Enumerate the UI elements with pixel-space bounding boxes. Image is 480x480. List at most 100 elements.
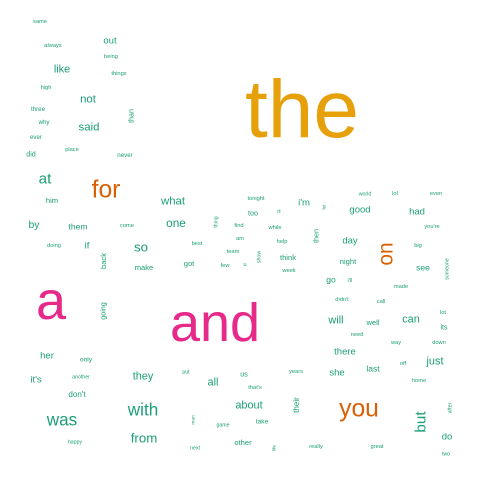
word-got: got <box>183 259 195 269</box>
word-place: place <box>65 147 79 154</box>
word-you: you <box>339 395 379 423</box>
word-two: two <box>441 451 451 458</box>
word-back: back <box>99 252 109 270</box>
word-never: never <box>117 151 133 159</box>
word-if: if <box>84 240 90 252</box>
word-not: not <box>80 93 96 106</box>
word-i-m: i'm <box>298 197 310 209</box>
word-find: find <box>234 223 244 230</box>
word-will: will <box>328 314 344 327</box>
word-but: but <box>412 411 430 433</box>
word-by: by <box>28 219 40 231</box>
word-just: just <box>426 355 444 368</box>
word-three: three <box>30 105 46 113</box>
word-another: another <box>72 374 90 381</box>
word-while: while <box>268 225 282 232</box>
word-think: think <box>279 253 297 263</box>
word-about: about <box>235 399 263 412</box>
word-out: out <box>103 35 117 47</box>
word-what: what <box>160 195 186 208</box>
word-had: had <box>409 206 425 218</box>
word-do: do <box>441 431 453 443</box>
word-way: way <box>390 340 402 347</box>
word-let: let <box>322 204 328 210</box>
word-lot: lot <box>439 310 447 317</box>
word-need: need <box>350 332 364 339</box>
word-best: best <box>191 241 203 248</box>
word-next: next <box>190 445 200 452</box>
word-make: make <box>134 263 154 273</box>
word-home: home <box>411 378 427 385</box>
word-game: game <box>216 422 230 429</box>
word-thing: thing <box>213 216 220 228</box>
word-from: from <box>130 430 158 446</box>
word-come: come <box>120 223 134 230</box>
word-always: always <box>44 43 62 50</box>
word-off: off <box>399 361 407 368</box>
word-go: go <box>326 274 336 285</box>
word-after: after <box>447 402 454 414</box>
word-lol: lol <box>392 191 398 198</box>
word-it-s: it's <box>30 374 42 386</box>
word-too: too <box>248 209 258 218</box>
word-there: there <box>334 346 356 358</box>
word-was: was <box>46 410 78 430</box>
word-ever: ever <box>30 133 42 141</box>
word-am: am <box>236 236 244 243</box>
word-world: world <box>358 191 372 198</box>
word-her: her <box>40 350 54 362</box>
word-only: only <box>79 356 93 364</box>
word-they: they <box>132 370 154 383</box>
word-big: big <box>414 243 422 250</box>
word-one: one <box>166 216 186 231</box>
word-years: years <box>289 369 303 376</box>
word-don-t: don't <box>68 389 86 399</box>
word-them: them <box>68 221 88 232</box>
word-like: like <box>53 63 71 76</box>
word-call: call <box>376 299 386 306</box>
word-why: why <box>38 118 50 126</box>
word-last: last <box>366 363 380 374</box>
word-can: can <box>402 313 420 326</box>
word-see: see <box>416 262 430 273</box>
word-things: things <box>111 71 127 78</box>
word-us: us <box>240 370 248 379</box>
word-that-s: that's <box>248 385 262 392</box>
word-rt: rt <box>277 209 281 216</box>
word-i-ll: i'll <box>347 278 353 285</box>
word-man: man <box>191 415 197 425</box>
word-week: week <box>282 268 296 275</box>
word-tonight: tonight <box>247 196 265 203</box>
word-then: then <box>312 229 321 243</box>
word-going: going <box>99 302 108 320</box>
word-few: few <box>220 263 230 270</box>
word-someone: someone <box>444 258 451 280</box>
word-really: really <box>309 444 323 451</box>
word-great: great <box>370 444 384 451</box>
word-well: well <box>366 318 380 328</box>
word-said: said <box>78 121 100 134</box>
word-than: than <box>127 109 136 123</box>
word-take: take <box>255 418 269 426</box>
word-doing: doing <box>47 243 61 250</box>
word-made: made <box>393 284 409 291</box>
word-all: all <box>207 376 219 389</box>
word-for: for <box>91 176 121 204</box>
word-on: on <box>374 242 398 266</box>
word-you-re: you're <box>424 224 440 231</box>
word-its: its <box>440 323 448 332</box>
word-did: did <box>26 150 36 159</box>
word-u: u <box>243 262 247 269</box>
word-him: him <box>45 196 59 206</box>
word-other: other <box>234 438 252 448</box>
word-even: even <box>429 191 443 198</box>
word-and: and <box>169 293 261 353</box>
word-high: high <box>40 85 52 92</box>
word-down: down <box>432 340 446 347</box>
word-didn-t: didn't <box>335 297 349 304</box>
word-a: a <box>35 271 67 331</box>
word-life: life <box>272 444 278 452</box>
word-happy: happy <box>67 439 83 446</box>
word-night: night <box>339 257 357 267</box>
